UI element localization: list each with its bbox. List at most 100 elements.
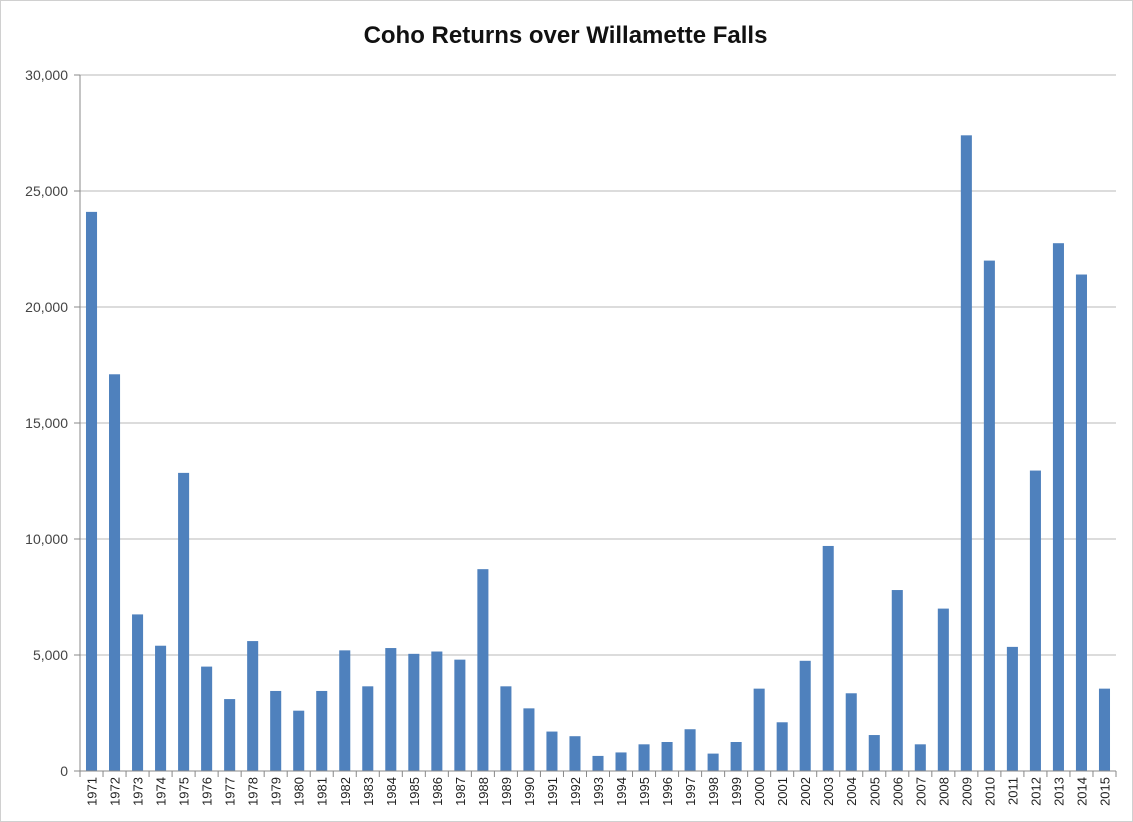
bar-1989 <box>500 686 512 771</box>
x-tick-label: 1971 <box>85 777 100 806</box>
x-tick-label: 1974 <box>154 777 169 806</box>
bar-2010 <box>983 260 995 771</box>
x-tick-label: 1987 <box>453 777 468 806</box>
x-tick-label: 1972 <box>108 777 123 806</box>
bar-2015 <box>1098 688 1111 771</box>
bar-1988 <box>477 569 489 771</box>
x-tick-label: 1993 <box>591 777 606 806</box>
x-tick-label: 2002 <box>798 777 813 806</box>
bar-1993 <box>592 755 604 771</box>
bar-1978 <box>247 641 259 771</box>
x-tick-label: 1998 <box>706 777 721 806</box>
bar-1973 <box>132 614 144 771</box>
x-tick-label: 2000 <box>752 777 767 806</box>
bar-1983 <box>362 686 374 771</box>
bar-1982 <box>339 650 351 771</box>
bar-2014 <box>1075 274 1087 771</box>
bar-1981 <box>316 690 328 771</box>
x-tick-label: 1977 <box>223 777 238 806</box>
x-tick-label: 1981 <box>315 777 330 806</box>
x-tick-label: 1978 <box>246 777 261 806</box>
x-tick-label: 2004 <box>844 777 859 806</box>
x-tick-label: 1975 <box>177 777 192 806</box>
y-tick-label: 10,000 <box>25 531 68 547</box>
bar-1992 <box>569 736 581 771</box>
bar-1994 <box>615 752 627 771</box>
x-tick-label: 2014 <box>1074 777 1089 806</box>
bar-1998 <box>707 753 719 771</box>
x-tick-label: 1979 <box>269 777 284 806</box>
bar-2013 <box>1052 243 1064 771</box>
y-tick-label: 0 <box>60 763 68 779</box>
bar-1971 <box>85 211 98 771</box>
bar-1990 <box>523 708 535 771</box>
x-tick-label: 2003 <box>821 777 836 806</box>
bar-1995 <box>638 744 650 771</box>
x-tick-label: 2013 <box>1051 777 1066 806</box>
bar-1985 <box>408 653 420 771</box>
x-tick-label: 1988 <box>476 777 491 806</box>
x-tick-label: 1992 <box>568 777 583 806</box>
x-tick-label: 2012 <box>1028 777 1043 806</box>
x-tick-label: 1990 <box>522 777 537 806</box>
bar-1975 <box>178 472 190 771</box>
x-tick-label: 1999 <box>729 777 744 806</box>
bar-1980 <box>293 710 305 771</box>
bar-1977 <box>224 699 236 771</box>
gridlines <box>74 74 1117 777</box>
x-tick-label: 1997 <box>683 777 698 806</box>
x-tick-label: 1976 <box>200 777 215 806</box>
bar-2001 <box>776 722 788 771</box>
y-tick-label: 30,000 <box>25 67 68 83</box>
bar-1984 <box>385 648 397 771</box>
bar-2008 <box>937 608 949 771</box>
bar-1987 <box>454 659 466 771</box>
x-tick-label: 2008 <box>936 777 951 806</box>
bar-1996 <box>661 742 673 771</box>
chart-title: Coho Returns over Willamette Falls <box>363 22 768 49</box>
bar-1991 <box>546 731 558 771</box>
bar-1999 <box>730 742 742 771</box>
x-tick-label: 1982 <box>338 777 353 806</box>
y-tick-labels: 0 5,000 10,000 15,000 20,000 25,000 30,000 <box>25 67 68 779</box>
x-tick-label: 2011 <box>1005 777 1020 805</box>
bar-2002 <box>799 660 811 771</box>
x-tick-label: 2005 <box>867 777 882 806</box>
bars <box>85 135 1111 771</box>
x-tick-label: 1973 <box>131 777 146 806</box>
bar-1976 <box>201 666 213 771</box>
bar-2005 <box>868 735 880 771</box>
y-tick-label: 5,000 <box>33 647 68 663</box>
y-tick-label: 25,000 <box>25 183 68 199</box>
x-tick-label: 1995 <box>637 777 652 806</box>
bar-1997 <box>684 729 696 771</box>
bar-1979 <box>270 690 282 771</box>
x-tick-labels: 1971 1972 1973 1974 1975 1976 1977 1978 1979 1980… <box>85 777 1113 806</box>
x-tick-label: 1984 <box>384 777 399 806</box>
bar-1974 <box>155 645 167 771</box>
bar-1972 <box>109 374 121 771</box>
bar-2012 <box>1029 470 1041 771</box>
axes <box>79 75 1116 772</box>
bar-2009 <box>960 135 972 771</box>
bar-2006 <box>891 590 903 771</box>
x-tick-label: 2010 <box>982 777 997 806</box>
x-tick-label: 2015 <box>1097 777 1112 806</box>
bar-2007 <box>914 744 926 771</box>
bar-2004 <box>845 693 857 771</box>
bar-2000 <box>753 688 765 771</box>
x-tick-label: 1994 <box>614 777 629 806</box>
x-tick-label: 1996 <box>660 777 675 806</box>
x-tick-label: 1986 <box>430 777 445 806</box>
x-tick-label: 1991 <box>545 777 560 806</box>
bar-1986 <box>431 651 443 771</box>
bar-2011 <box>1006 646 1018 771</box>
x-tick-label: 2006 <box>890 777 905 806</box>
x-tick-label: 1983 <box>361 777 376 806</box>
x-tick-label: 1980 <box>292 777 307 806</box>
y-tick-label: 20,000 <box>25 299 68 315</box>
bar-2003 <box>822 545 834 771</box>
x-tick-label: 1989 <box>499 777 514 806</box>
x-tick-label: 1985 <box>407 777 422 806</box>
